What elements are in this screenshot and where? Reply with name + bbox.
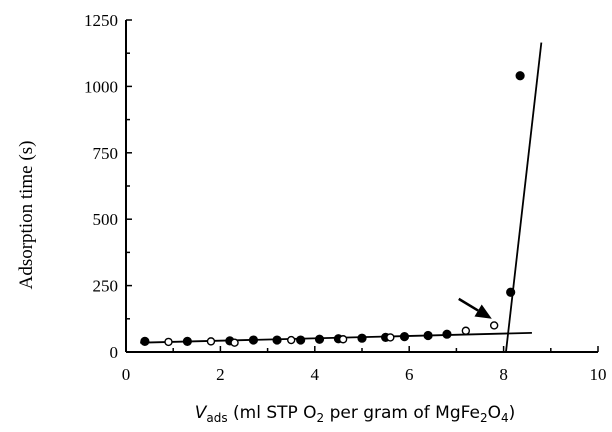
filled-data-point xyxy=(140,336,150,346)
y-ticks: 0 250 500 750 1000 1250 xyxy=(84,11,132,362)
x-tick-label: 6 xyxy=(405,365,414,384)
open-data-point xyxy=(489,321,499,330)
arrow-shaft xyxy=(458,297,479,312)
open-data-point xyxy=(461,326,471,335)
arrow-annotation xyxy=(458,297,492,319)
y-axis-label: Adsorption time (s) xyxy=(16,141,37,290)
x-label-v: V xyxy=(195,403,208,423)
x-label-after: per gram of MgFe xyxy=(324,403,480,423)
x-label-o4-sub: 4 xyxy=(501,411,509,425)
x-label-close: ) xyxy=(509,403,516,423)
open-data-point xyxy=(338,335,348,344)
x-label-o: O xyxy=(488,403,501,423)
arrow-head xyxy=(474,304,492,319)
fit-line xyxy=(505,42,543,353)
filled-data-point xyxy=(314,334,325,344)
y-tick-label: 750 xyxy=(93,144,119,163)
open-data-point xyxy=(206,337,216,346)
y-tick-label: 0 xyxy=(110,343,119,362)
y-tick-label: 1000 xyxy=(84,77,118,96)
x-tick-label: 8 xyxy=(499,365,508,384)
y-tick-label: 1250 xyxy=(84,11,118,30)
x-axis-label: Vads (ml STP O2 per gram of MgFe2O4) xyxy=(195,403,516,425)
filled-data-point xyxy=(423,330,433,341)
x-tick-label: 4 xyxy=(311,365,320,384)
y-tick-label: 500 xyxy=(93,210,119,229)
filled-data-point xyxy=(272,335,282,345)
x-tick-label: 2 xyxy=(216,365,225,384)
x-tick-label: 0 xyxy=(122,365,131,384)
x-ticks: 0 2 4 6 8 10 xyxy=(122,346,607,384)
y-tick-label: 250 xyxy=(93,277,119,296)
x-label-fe-sub: 2 xyxy=(480,411,488,425)
filled-data-point xyxy=(248,335,259,345)
filled-data-point xyxy=(399,331,410,342)
x-label-middle: (ml STP O xyxy=(228,403,317,423)
filled-data-point xyxy=(515,71,525,81)
x-tick-label: 10 xyxy=(590,365,607,384)
open-data-point xyxy=(287,335,296,345)
filled-data-point xyxy=(506,287,516,297)
filled-data-point xyxy=(296,335,306,345)
axes xyxy=(125,20,598,353)
data-points xyxy=(140,71,525,347)
open-data-point xyxy=(386,333,395,342)
filled-data-point xyxy=(182,336,192,346)
filled-data-point xyxy=(442,329,452,339)
x-label-ads: ads xyxy=(206,411,227,425)
x-label-o2-sub: 2 xyxy=(317,411,325,425)
filled-data-point xyxy=(357,333,367,343)
open-data-point xyxy=(164,337,173,347)
open-data-point xyxy=(230,338,239,347)
